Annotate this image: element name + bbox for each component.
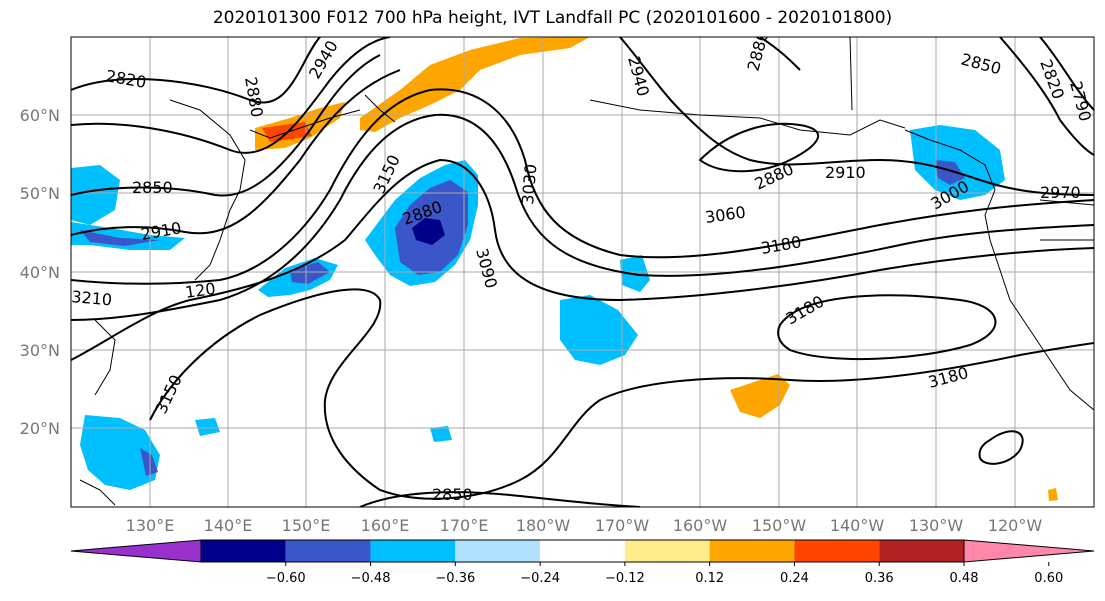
contour-label: 3060 bbox=[704, 202, 747, 226]
colorbar-segment bbox=[794, 540, 880, 562]
colorbar-tick-label: 0.60 bbox=[1034, 571, 1063, 586]
gridlines bbox=[71, 37, 1094, 507]
lon-label: 140°E bbox=[204, 516, 253, 535]
contour-label: 3150 bbox=[369, 152, 403, 197]
lat-label: 20°N bbox=[20, 419, 60, 438]
colorbar-segment bbox=[201, 540, 286, 562]
colorbar-tick-label: −0.48 bbox=[351, 571, 391, 586]
lat-label: 40°N bbox=[20, 263, 60, 282]
latitude-labels: 60°N 50°N 40°N 30°N 20°N bbox=[20, 106, 60, 438]
lat-label: 30°N bbox=[20, 341, 60, 360]
contour-label: 2880 bbox=[241, 75, 267, 118]
colorbar-tick-label: −0.12 bbox=[605, 571, 645, 586]
lon-label: 160°E bbox=[361, 516, 410, 535]
colorbar-tick-label: 0.24 bbox=[780, 571, 809, 586]
lon-label: 140°W bbox=[830, 516, 885, 535]
lon-label: 150°W bbox=[752, 516, 807, 535]
contour-label: 2820 bbox=[1036, 57, 1068, 102]
contour-label: 3180 bbox=[759, 232, 802, 258]
lon-label: 130°E bbox=[126, 516, 175, 535]
lon-label: 180°W bbox=[516, 516, 571, 535]
colorbar-tick-label: −0.60 bbox=[266, 571, 306, 586]
colorbar: −0.60 −0.48 −0.36 −0.24 −0.12 0.12 0.24 0.36 0.4… bbox=[70, 539, 1095, 586]
contour-label: 2880 bbox=[744, 29, 773, 73]
lon-label: 130°W bbox=[909, 516, 964, 535]
contour-label: 2940 bbox=[305, 37, 342, 82]
lon-label: 170°W bbox=[595, 516, 650, 535]
contour-label: 3210 bbox=[71, 287, 113, 309]
colorbar-tick-label: 0.48 bbox=[950, 571, 979, 586]
contour-label: 2940 bbox=[624, 54, 653, 98]
contour-label: 2850 bbox=[432, 485, 473, 504]
map-title: 2020101300 F012 700 hPa height, IVT Land… bbox=[212, 8, 893, 28]
lat-label: 60°N bbox=[20, 106, 60, 125]
lon-label: 160°W bbox=[673, 516, 728, 535]
height-contours bbox=[71, 37, 1094, 507]
lon-label: 150°E bbox=[282, 516, 331, 535]
contour-label: 2820 bbox=[104, 66, 147, 92]
colorbar-segment bbox=[455, 540, 541, 562]
colorbar-segment bbox=[624, 540, 710, 562]
contour-label: 3150 bbox=[151, 372, 185, 417]
contour-label: 3030 bbox=[518, 163, 540, 205]
colorbar-segment bbox=[879, 540, 964, 562]
lon-label: 120°W bbox=[988, 516, 1043, 535]
colorbar-outline bbox=[200, 539, 965, 563]
colorbar-segment bbox=[285, 540, 371, 562]
contour-label: 2850 bbox=[132, 178, 173, 197]
longitude-labels: 130°E 140°E 150°E 160°E 170°E 180°W 170°… bbox=[126, 516, 1043, 535]
lat-label: 50°N bbox=[20, 184, 60, 203]
contour-label: 3180 bbox=[783, 292, 828, 329]
colorbar-tick-label: 0.12 bbox=[695, 571, 724, 586]
contour-label: 2850 bbox=[959, 50, 1003, 79]
colorbar-extend-min bbox=[70, 539, 202, 563]
colorbar-segment bbox=[370, 540, 456, 562]
contour-label: 2790 bbox=[1066, 79, 1095, 123]
colorbar-segment bbox=[540, 540, 625, 562]
colorbar-segment bbox=[709, 540, 795, 562]
contour-labels: 2820 2880 2940 2880 2940 3030 2880 2850 … bbox=[71, 29, 1095, 504]
colorbar-extend-max bbox=[963, 539, 1095, 563]
contour-label: 3090 bbox=[472, 246, 501, 290]
ivt-shading bbox=[71, 37, 1058, 501]
contour-label: 3180 bbox=[926, 363, 970, 392]
contour-label: 2910 bbox=[825, 163, 866, 182]
colorbar-tick-label: 0.36 bbox=[865, 571, 894, 586]
map-frame bbox=[70, 36, 1095, 508]
lon-label: 170°E bbox=[440, 516, 489, 535]
contour-label: 2970 bbox=[1040, 183, 1081, 202]
colorbar-tick-label: −0.24 bbox=[520, 571, 560, 586]
map-area: 2820 2880 2940 2880 2940 3030 2880 2850 … bbox=[71, 29, 1095, 507]
colorbar-tick-label: −0.36 bbox=[435, 571, 475, 586]
coastlines bbox=[79, 37, 1094, 506]
contour-label: 120 bbox=[184, 279, 217, 302]
